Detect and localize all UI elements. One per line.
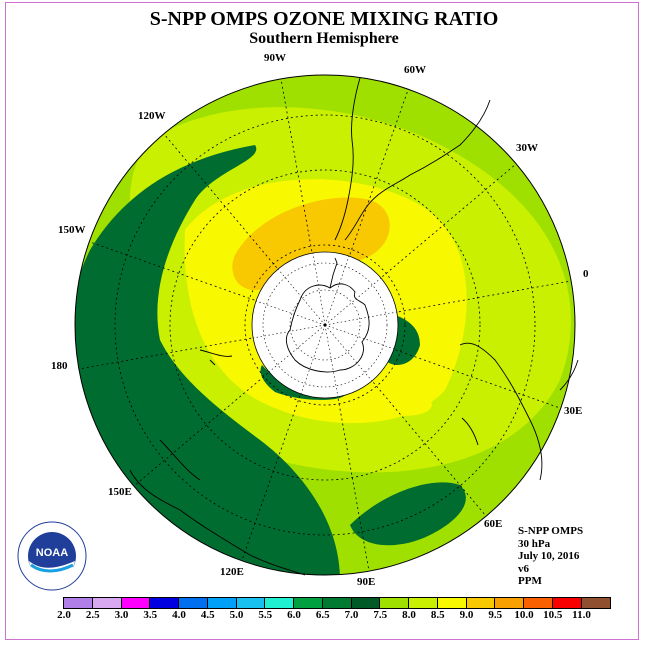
lon-label-60w: 60W xyxy=(404,64,426,76)
australia-coast xyxy=(129,439,306,576)
colorbar-tick-label: 9.5 xyxy=(488,609,503,621)
info-version: v6 xyxy=(518,562,529,575)
lon-label-0: 0 xyxy=(583,268,589,280)
colorbar-swatch xyxy=(207,598,237,608)
lon-label-180: 180 xyxy=(51,360,68,372)
colorbar-tick-label: 10.5 xyxy=(543,609,563,621)
colorbar-tick-label: 3.0 xyxy=(114,609,129,621)
south-pole-marker xyxy=(323,323,327,327)
colorbar-tick-label: 2.5 xyxy=(85,609,100,621)
info-level: 30 hPa xyxy=(518,537,551,550)
colorbar-swatch xyxy=(437,598,467,608)
colorbar-tick-label: 5.0 xyxy=(229,609,244,621)
info-units: PPM xyxy=(518,575,542,587)
colorbar-swatch xyxy=(581,598,611,608)
antarctic-peninsula xyxy=(329,257,338,289)
colorbar-tick-label: 2.0 xyxy=(57,609,71,621)
info-date: July 10, 2016 xyxy=(518,550,580,562)
colorbar-swatch xyxy=(322,598,352,608)
colorbar-swatch xyxy=(121,598,151,608)
map-frame xyxy=(5,2,639,640)
colorbar-swatch xyxy=(409,598,438,608)
info-instrument: S-NPP OMPS xyxy=(518,525,584,537)
colorbar-swatch xyxy=(236,598,266,608)
colorbar-swatch xyxy=(380,598,409,608)
pacific-low-band xyxy=(75,145,340,575)
lon-label-90e: 90E xyxy=(357,576,376,588)
colorbar-tick-label: 4.0 xyxy=(172,609,186,621)
info-block: S-NPP OMPS 30 hPa July 10, 2016 v6 PPM xyxy=(518,525,583,588)
colorbar-tick-label: 3.5 xyxy=(143,609,158,621)
colorbar-swatch xyxy=(294,598,323,608)
lon-label-120w: 120W xyxy=(138,110,166,122)
colorbar-swatch xyxy=(64,598,93,608)
lon-label-150e: 150E xyxy=(108,486,132,498)
colorbar-tick-label: 9.0 xyxy=(459,609,474,621)
polar-edge-low-south xyxy=(260,365,345,400)
colorbar-tick-label: 4.5 xyxy=(200,609,215,621)
colorbar-tick-label: 6.5 xyxy=(315,609,330,621)
lon-label-120e: 120E xyxy=(220,566,244,578)
colorbar-swatch xyxy=(552,598,582,608)
noaa-logo: NOAA xyxy=(17,521,87,591)
lon-label-60e: 60E xyxy=(484,518,503,530)
south-america-coast xyxy=(334,77,491,241)
lon-label-30e: 30E xyxy=(564,405,583,417)
colorbar-tick-label: 6.0 xyxy=(287,609,301,621)
colorbar-swatch xyxy=(466,598,496,608)
page-title: S-NPP OMPS OZONE MIXING RATIO xyxy=(149,8,499,30)
max-field xyxy=(232,197,390,290)
colorbar-tick-label: 8.5 xyxy=(430,609,445,621)
north-east-yellow xyxy=(367,388,432,416)
colorbar-swatch xyxy=(351,598,381,608)
colorbar-swatch xyxy=(265,598,294,608)
colorbar-tick-label: 7.0 xyxy=(344,609,359,621)
madagascar-coast xyxy=(461,417,479,446)
colorbar-swatch xyxy=(524,598,553,608)
colorbar-tick-label: 10.0 xyxy=(514,609,534,621)
noaa-logo-text: NOAA xyxy=(36,547,68,559)
page-subtitle: Southern Hemisphere xyxy=(249,30,399,47)
colorbar-swatch xyxy=(150,598,179,608)
colorbar-tick-label: 8.0 xyxy=(402,609,416,621)
antarctica-coast xyxy=(285,283,370,373)
lon-label-90w: 90W xyxy=(264,52,286,64)
colorbar-tick-label: 5.5 xyxy=(258,609,273,621)
lon-label-150w: 150W xyxy=(58,224,86,236)
indian-ocean-low xyxy=(350,482,466,546)
colorbar-tick-label: 11.0 xyxy=(572,609,591,621)
colorbar-swatch xyxy=(92,598,122,608)
new-zealand-coast xyxy=(199,349,233,366)
africa-coast xyxy=(459,342,579,481)
lon-label-30w: 30W xyxy=(516,142,538,154)
coastlines xyxy=(129,77,579,576)
colorbar-swatch xyxy=(179,598,208,608)
colorbar xyxy=(63,597,612,609)
map-boundary xyxy=(74,74,576,576)
colorbar-tick-label: 7.5 xyxy=(373,609,388,621)
colorbar-swatch xyxy=(495,598,524,608)
